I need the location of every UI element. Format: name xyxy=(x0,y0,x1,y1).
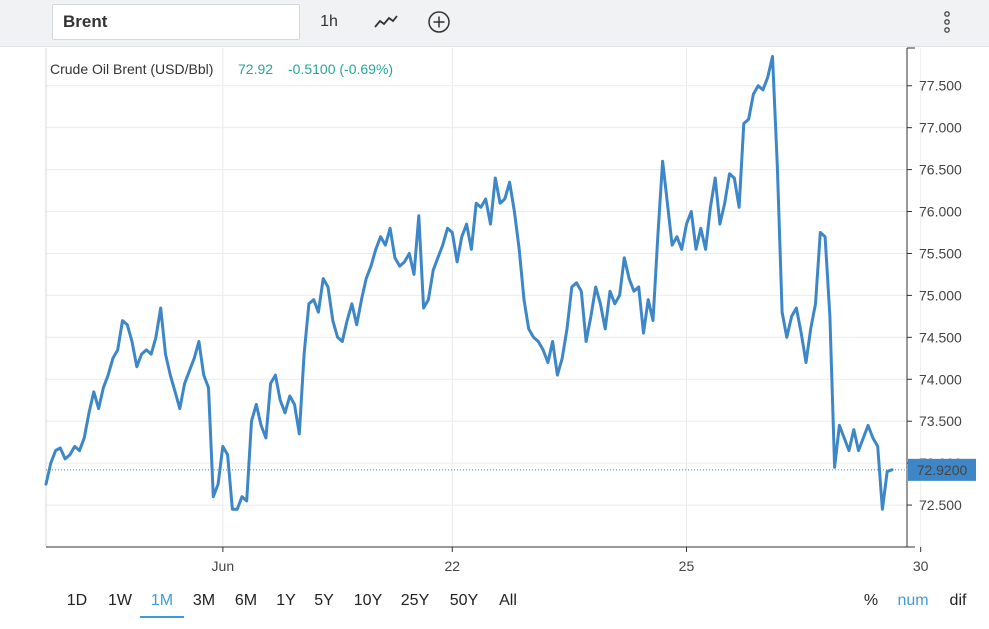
range-button-10y[interactable]: 10Y xyxy=(353,592,383,609)
range-bar: 1D 1W 1M 3M 6M 1Y 5Y 10Y 25Y 50Y All % num dif xyxy=(0,580,989,620)
range-button-1w[interactable]: 1W xyxy=(108,592,132,609)
vertical-ellipsis-icon xyxy=(944,10,950,33)
y-tick-label: 73.500 xyxy=(919,413,962,429)
y-tick-label: 74.500 xyxy=(919,329,962,345)
grid xyxy=(46,48,922,547)
y-tick-label: 76.500 xyxy=(919,162,962,178)
mode-button-num[interactable]: num xyxy=(897,592,929,609)
legend-price-change: -0.5100 (-0.69%) xyxy=(288,61,393,77)
more-options-button[interactable] xyxy=(932,6,962,38)
range-button-25y[interactable]: 25Y xyxy=(400,592,430,609)
chart-type-button[interactable] xyxy=(368,6,404,38)
top-toolbar: Brent 1h xyxy=(0,0,989,47)
y-tick-label: 77.500 xyxy=(919,78,962,94)
range-button-50y[interactable]: 50Y xyxy=(449,592,479,609)
y-tick-label: 72.500 xyxy=(919,497,962,513)
compare-button[interactable] xyxy=(422,6,456,38)
interval-button[interactable]: 1h xyxy=(320,13,338,30)
axes: 72.50073.00073.50074.00074.50075.00075.5… xyxy=(45,47,962,574)
labels: 72.9200 xyxy=(908,458,976,481)
y-tick-label: 74.000 xyxy=(919,371,962,387)
range-button-1d[interactable]: 1D xyxy=(66,592,88,609)
symbol-input[interactable]: Brent xyxy=(52,4,300,40)
range-button-3m[interactable]: 3M xyxy=(192,592,216,609)
mode-button-percent[interactable]: % xyxy=(863,592,879,609)
range-button-all[interactable]: All xyxy=(499,592,517,609)
y-tick-label: 75.000 xyxy=(919,287,962,303)
y-tick-label: 77.000 xyxy=(919,120,962,136)
range-button-1m[interactable]: 1M xyxy=(140,584,184,618)
legend-last-price: 72.92 xyxy=(238,61,273,77)
legend-instrument-name: Crude Oil Brent (USD/Bbl) xyxy=(50,61,213,77)
x-tick-label: 25 xyxy=(679,558,695,574)
price-chart[interactable]: 72.50073.00073.50074.00074.50075.00075.5… xyxy=(0,46,989,581)
mode-button-dif[interactable]: dif xyxy=(949,592,967,609)
plus-circle-icon xyxy=(428,11,450,33)
x-tick-label: 22 xyxy=(444,558,460,574)
y-tick-label: 76.000 xyxy=(919,204,962,220)
range-button-5y[interactable]: 5Y xyxy=(314,592,334,609)
y-tick-label: 75.500 xyxy=(919,245,962,261)
range-button-1y[interactable]: 1Y xyxy=(276,592,296,609)
line-chart-icon xyxy=(374,15,398,28)
x-tick-label: 30 xyxy=(913,558,929,574)
last-price-label-box xyxy=(908,458,976,481)
x-tick-label: Jun xyxy=(212,558,235,574)
series xyxy=(44,54,907,511)
range-button-6m[interactable]: 6M xyxy=(234,592,258,609)
chart-area[interactable]: 72.50073.00073.50074.00074.50075.00075.5… xyxy=(0,46,989,581)
series-line xyxy=(44,54,894,511)
last-price-label: 72.9200 xyxy=(917,462,968,478)
